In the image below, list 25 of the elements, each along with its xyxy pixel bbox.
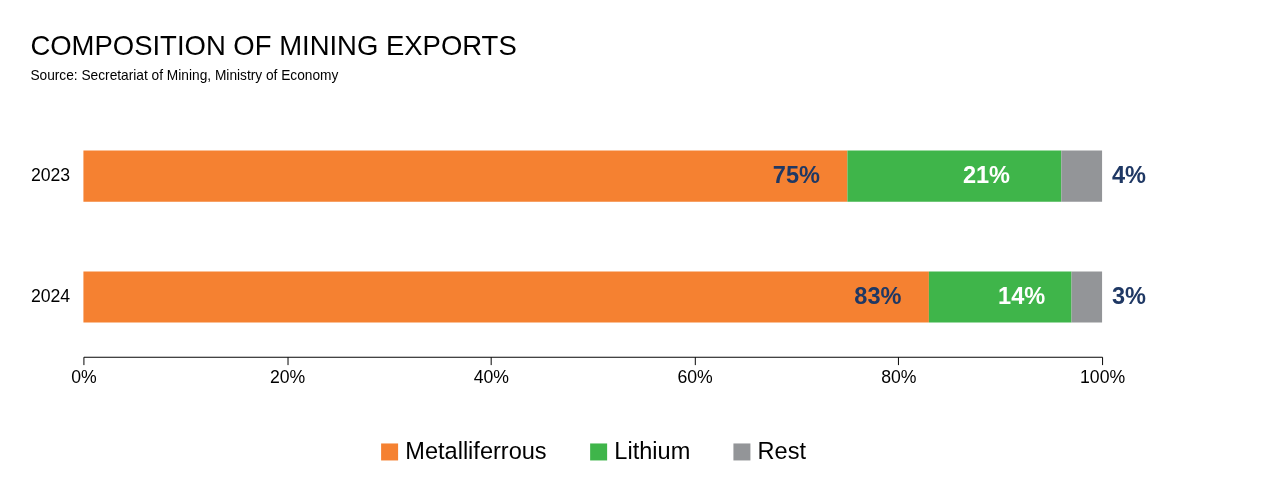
legend-label: Metalliferrous	[405, 437, 547, 464]
legend-label: Rest	[757, 437, 807, 464]
data-label: 3%	[1111, 282, 1146, 309]
x-tick-label: 80%	[881, 366, 917, 387]
source-note: Source: Secretariat of Mining, Ministry of Economy	[30, 68, 339, 84]
chart-title: COMPOSITION OF MINING EXPORTS	[30, 30, 517, 62]
data-label: 83%	[854, 282, 902, 309]
data-label: 75%	[772, 162, 820, 189]
bar	[83, 150, 848, 202]
bar	[1061, 150, 1103, 202]
bar	[83, 271, 929, 323]
x-tick-label: 40%	[473, 366, 510, 387]
x-tick-label: 100%	[1079, 366, 1126, 387]
data-label: 14%	[998, 282, 1046, 309]
bar	[1071, 271, 1103, 323]
x-tick-label: 60%	[677, 366, 714, 387]
bar	[847, 150, 1062, 202]
x-tick-label: 20%	[269, 366, 306, 387]
y-tick-label: 2023	[30, 165, 71, 186]
y-tick-label: 2024	[30, 285, 71, 306]
data-label: 21%	[962, 162, 1011, 189]
bar	[928, 271, 1072, 323]
data-label: 4%	[1111, 162, 1146, 189]
x-tick-label: 0%	[71, 366, 97, 387]
legend-label: Lithium	[614, 437, 691, 464]
